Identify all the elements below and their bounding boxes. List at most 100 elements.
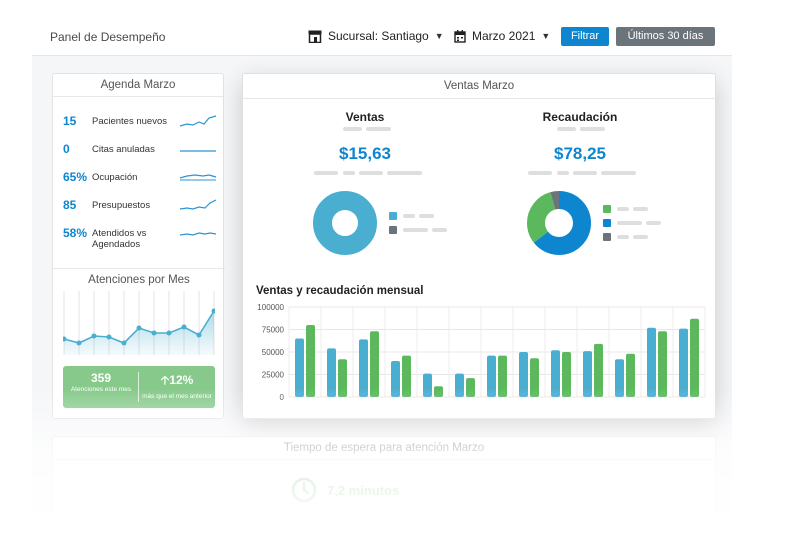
agenda-item: 65% Ocupación [63,165,217,189]
range-button[interactable]: Últimos 30 días [616,27,715,46]
ventas-value: $15,63 [339,144,391,163]
agenda-value: 85 [63,198,77,212]
divider [138,372,139,402]
bar-series-2 [434,386,443,397]
attentions-summary: 359 Atenciones este mes 🡡12% más que el … [63,366,215,408]
bar-series-2 [306,325,315,397]
placeholder-line [343,171,355,175]
branch-selector[interactable]: Sucursal: Santiago ▼ [308,29,444,43]
agenda-value: 15 [63,114,77,128]
monthly-bar-chart: 0 25000 50000 75000 100000 [257,303,706,401]
placeholder-line [573,171,597,175]
bar-series-1 [679,328,688,397]
sparkline [179,232,217,236]
month-label: Marzo 2021 [472,29,536,43]
placeholder-line [314,171,338,175]
agenda-card: Agenda Marzo 15 Pacientes nuevos 0 Citas… [52,73,225,419]
bar-series-2 [338,359,347,397]
bar-series-2 [690,318,699,397]
chevron-down-icon: ▼ [434,31,444,41]
recaudacion-donut [527,191,591,255]
placeholder-line [359,171,383,175]
month-selector[interactable]: Marzo 2021 ▼ [454,29,550,43]
placeholder-line [557,171,569,175]
calendar-icon [454,29,466,43]
placeholder-line [617,207,629,211]
wait-time-value: 7,2 minutos [327,482,400,498]
placeholder-line [617,221,642,225]
agenda-title: Agenda Marzo [53,74,223,97]
bar-series-1 [359,339,368,397]
bar-series-2 [594,343,603,397]
y-tick-label: 100000 [257,303,284,312]
recaudacion-kpi: Recaudación $78,25 [480,110,680,164]
bar-series-1 [327,348,336,397]
bar-series-1 [295,338,304,397]
placeholder-line [403,228,428,232]
page-title: Panel de Desempeño [50,30,166,44]
top-bar: Panel de Desempeño Sucursal: Santiago ▼ … [32,18,732,56]
agenda-label: Citas anuladas [92,144,155,155]
y-tick-label: 50000 [262,348,285,357]
agenda-label: Atendidos vs Agendados [92,228,147,250]
placeholder-line [646,221,661,225]
legend-swatch [603,219,611,227]
placeholder-line [633,207,648,211]
bar-series-2 [402,355,411,397]
wait-time-card: Tiempo de espera para atención Marzo 7,2… [52,436,716,526]
bar-series-1 [487,355,496,397]
y-tick-label: 0 [280,393,285,401]
sparkline [179,174,217,181]
placeholder-line [419,214,434,218]
sparkline [179,199,217,210]
attentions-total: 359 [90,371,112,385]
sparkline [180,150,216,152]
store-icon [308,30,322,43]
agenda-label: Presupuestos [92,200,151,211]
bar-series-2 [658,331,667,397]
dashboard-app: Panel de Desempeño Sucursal: Santiago ▼ … [32,18,732,528]
clock-icon [291,477,317,503]
y-tick-label: 25000 [262,371,285,380]
wait-time-value-row: 7,2 minutos [291,477,399,503]
ventas-donut [313,191,377,255]
agenda-value: 0 [63,142,70,156]
attentions-total-caption: Atenciones este mes [70,386,132,393]
ventas-title: Ventas [345,110,385,124]
filter-button[interactable]: Filtrar [561,27,609,46]
agenda-item: 58% Atendidos vs Agendados [63,221,217,250]
wait-time-title: Tiempo de espera para atención Marzo [53,437,715,460]
arrow-up-icon: 🡡 [160,373,170,387]
agenda-item: 15 Pacientes nuevos [63,109,217,133]
agenda-item: 85 Presupuestos [63,193,217,217]
agenda-label: Ocupación [92,172,138,183]
placeholder-line [387,171,422,175]
attentions-title: Atenciones por Mes [88,274,190,286]
placeholder-line [580,127,605,131]
chevron-down-icon: ▼ [541,31,551,41]
legend-swatch [603,233,611,241]
placeholder-line [432,228,447,232]
sales-title: Ventas Marzo [243,74,715,99]
bar-series-2 [530,358,539,397]
legend-swatch [389,212,397,220]
attentions-change: 12% [169,373,194,387]
recaudacion-value: $78,25 [554,144,606,163]
bar-series-1 [647,327,656,397]
bar-series-1 [615,359,624,397]
branch-label: Sucursal: Santiago [328,29,429,43]
placeholder-line [528,171,552,175]
placeholder-line [633,235,648,239]
bar-series-2 [498,355,507,397]
bar-series-1 [455,373,464,397]
legend-swatch [389,226,397,234]
attentions-change-caption: más que el mes anterior [142,393,212,400]
y-tick-label: 75000 [262,326,285,335]
agenda-item: 0 Citas anuladas [63,137,217,161]
legend-swatch [603,205,611,213]
monthly-chart-title: Ventas y recaudación mensual [256,285,424,297]
placeholder-line [403,214,415,218]
agenda-value: 65% [63,170,88,184]
placeholder-line [366,127,391,131]
bar-series-1 [519,352,528,397]
